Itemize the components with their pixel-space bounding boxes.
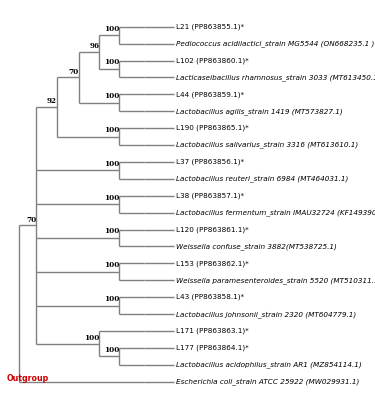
Text: 70: 70 — [69, 68, 79, 76]
Text: Lactobacillus fermentum_strain IMAU32724 (KF149390.1): Lactobacillus fermentum_strain IMAU32724… — [176, 209, 375, 216]
Text: Weissella paramesenteroides_strain 5520 (MT510311.1): Weissella paramesenteroides_strain 5520 … — [176, 277, 375, 284]
Text: Pediococcus acidilactici_strain MG5544 (ON668235.1 ): Pediococcus acidilactici_strain MG5544 (… — [176, 40, 374, 47]
Text: L43 (PP863858.1)*: L43 (PP863858.1)* — [176, 294, 244, 300]
Text: L21 (PP863855.1)*: L21 (PP863855.1)* — [176, 24, 244, 30]
Text: 100: 100 — [104, 261, 119, 269]
Text: L177 (PP863864.1)*: L177 (PP863864.1)* — [176, 345, 248, 351]
Text: L37 (PP863856.1)*: L37 (PP863856.1)* — [176, 159, 244, 165]
Text: L120 (PP863861.1)*: L120 (PP863861.1)* — [176, 226, 248, 233]
Text: 100: 100 — [104, 194, 119, 202]
Text: Weissella confuse_strain 3882(MT538725.1): Weissella confuse_strain 3882(MT538725.1… — [176, 243, 336, 250]
Text: L171 (PP863863.1)*: L171 (PP863863.1)* — [176, 328, 248, 334]
Text: 100: 100 — [104, 58, 119, 66]
Text: L44 (PP863859.1)*: L44 (PP863859.1)* — [176, 91, 244, 98]
Text: Outgroup: Outgroup — [6, 374, 49, 383]
Text: 70: 70 — [26, 216, 36, 224]
Text: Lacticaseibacillus rhamnosus_strain 3033 (MT613450.1): Lacticaseibacillus rhamnosus_strain 3033… — [176, 74, 375, 81]
Text: L102 (PP863860.1)*: L102 (PP863860.1)* — [176, 57, 248, 64]
Text: 100: 100 — [104, 92, 119, 100]
Text: 100: 100 — [104, 295, 119, 303]
Text: 100: 100 — [84, 334, 99, 342]
Text: L190 (PP863865.1)*: L190 (PP863865.1)* — [176, 125, 248, 132]
Text: 96: 96 — [89, 42, 99, 50]
Text: 100: 100 — [104, 228, 119, 236]
Text: Lactobacillus salivarius_strain 3316 (MT613610.1): Lactobacillus salivarius_strain 3316 (MT… — [176, 142, 358, 148]
Text: 100: 100 — [104, 126, 119, 134]
Text: 100: 100 — [104, 25, 119, 33]
Text: L38 (PP863857.1)*: L38 (PP863857.1)* — [176, 192, 244, 199]
Text: Lactobacillus agilis_strain 1419 (MT573827.1): Lactobacillus agilis_strain 1419 (MT5738… — [176, 108, 342, 115]
Text: 100: 100 — [104, 160, 119, 168]
Text: L153 (PP863862.1)*: L153 (PP863862.1)* — [176, 260, 248, 267]
Text: Escherichia coli_strain ATCC 25922 (MW029931.1): Escherichia coli_strain ATCC 25922 (MW02… — [176, 378, 359, 385]
Text: 100: 100 — [104, 346, 119, 354]
Text: 92: 92 — [46, 97, 57, 105]
Text: Lactobacillus reuteri_strain 6984 (MT464031.1): Lactobacillus reuteri_strain 6984 (MT464… — [176, 176, 348, 182]
Text: Lactobacillus johnsonii_strain 2320 (MT604779.1): Lactobacillus johnsonii_strain 2320 (MT6… — [176, 311, 356, 318]
Text: Lactobacillus acidophilus_strain AR1 (MZ854114.1): Lactobacillus acidophilus_strain AR1 (MZ… — [176, 361, 362, 368]
